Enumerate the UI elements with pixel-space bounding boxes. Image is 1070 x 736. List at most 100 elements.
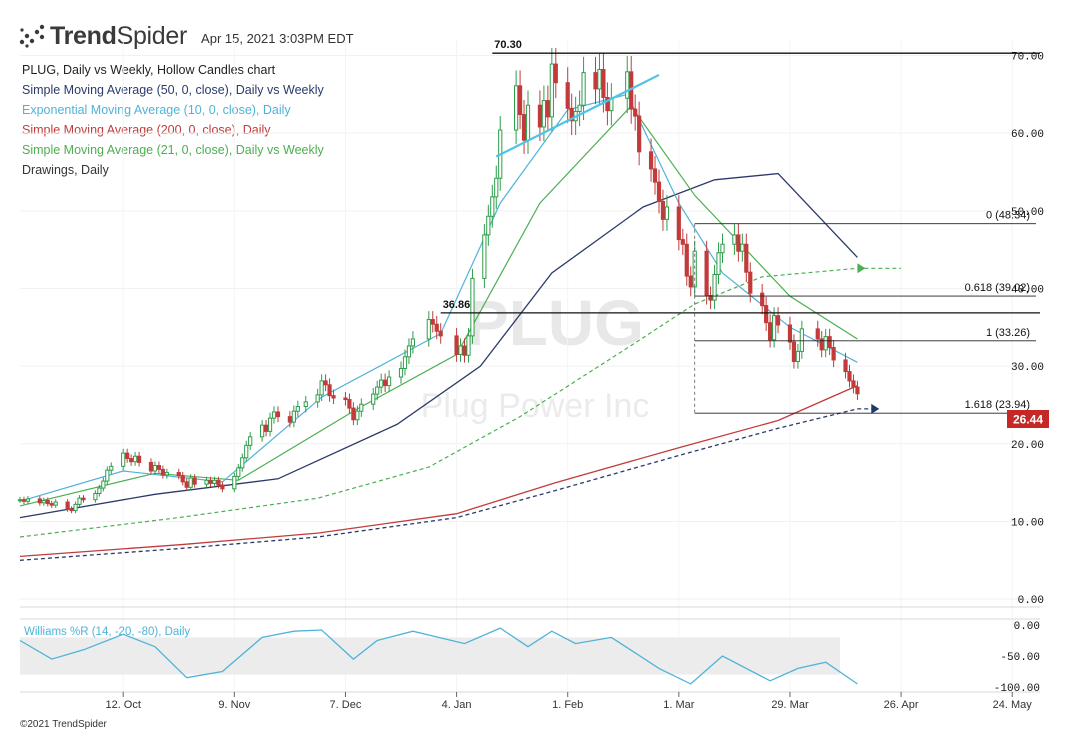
date-tick-label: 1. Mar	[663, 699, 695, 711]
candle-body	[676, 206, 681, 241]
candle-body	[760, 292, 765, 307]
legend-item[interactable]: Drawings, Daily	[22, 163, 109, 177]
price-tick-label: 50.00	[1011, 207, 1044, 219]
candle-body	[664, 206, 670, 220]
trend-line	[495, 73, 660, 158]
candle-body	[744, 243, 749, 273]
date-tick-label: 24. May	[993, 699, 1033, 711]
candle-body	[208, 479, 213, 484]
legend-item[interactable]: Simple Moving Average (21, 0, close), Da…	[22, 143, 324, 157]
sma-200-weekly-line	[19, 408, 878, 561]
candle-body	[434, 323, 439, 332]
candle-body	[577, 104, 582, 112]
candle-body	[525, 104, 531, 141]
chart-grid	[20, 40, 1040, 692]
candle-body	[291, 410, 296, 423]
candle-body	[517, 85, 523, 116]
indicator-legend: PLUG, Daily vs Weekly, Hollow Candles ch…	[22, 60, 324, 180]
chart-timestamp: Apr 15, 2021 3:03PM EDT	[201, 30, 354, 46]
candle-body	[454, 335, 459, 356]
candle-body	[855, 386, 860, 395]
legend-item[interactable]: Simple Moving Average (50, 0, close), Da…	[22, 83, 324, 97]
candle-body	[748, 271, 753, 294]
candle-body	[656, 181, 662, 203]
legend-item[interactable]: Exponential Moving Average (10, 0, close…	[22, 103, 291, 117]
candle-body	[319, 380, 324, 396]
candle-body	[379, 379, 384, 388]
candle-body	[188, 477, 193, 488]
williams-r-panel: 0.00 -50.00 -100.00	[19, 618, 1040, 695]
date-tick-label: 1. Feb	[552, 699, 583, 711]
candle-body	[823, 336, 828, 351]
williams-r-line	[19, 627, 858, 685]
candle-body	[680, 239, 685, 245]
fib-level-label: 0.618 (39.02)	[965, 282, 1030, 294]
date-tick-label: 26. Apr	[884, 699, 919, 711]
price-tick-label: 10.00	[1011, 517, 1044, 529]
candle-body	[660, 201, 666, 220]
date-tick-label: 9. Nov	[218, 699, 250, 711]
price-tick-label: 0.00	[1018, 595, 1044, 607]
candle-body	[633, 108, 638, 117]
candle-body	[351, 407, 356, 421]
candle-body	[216, 479, 221, 486]
legend-item[interactable]: PLUG, Daily vs Weekly, Hollow Candles ch…	[22, 63, 276, 77]
candle-body	[569, 107, 574, 122]
candle-body	[831, 347, 836, 361]
oscillator-tick-label: -100.00	[994, 683, 1040, 695]
candle-body	[148, 461, 154, 472]
candle-body	[236, 467, 241, 477]
sma-200-weekly-marker	[871, 403, 880, 414]
candle-body	[267, 417, 273, 432]
oscillator-tick-label: 0.00	[1014, 621, 1040, 633]
candle-body	[45, 499, 50, 505]
candle-body	[819, 338, 824, 351]
candle-body	[101, 480, 106, 489]
candle-body	[462, 345, 467, 356]
price-tick-label: 70.00	[1011, 52, 1044, 64]
candle-body	[605, 96, 610, 112]
candle-body	[156, 465, 162, 470]
date-axis: 12. Oct 9. Nov 7. Dec 4. Jan 1. Feb 1. Mar 29.…	[105, 692, 1032, 711]
candle-body	[180, 475, 185, 483]
candle-body	[847, 371, 852, 382]
candle-body	[53, 501, 58, 506]
candle-body	[371, 393, 376, 405]
candle-body	[521, 114, 527, 141]
candle-body	[21, 499, 27, 502]
candle-body	[65, 501, 70, 510]
price-tick-label: 30.00	[1011, 362, 1044, 374]
candle-body	[791, 341, 797, 362]
candle-body	[295, 406, 300, 412]
candle-body	[77, 497, 82, 505]
candle-body	[549, 63, 554, 118]
candle-body	[129, 458, 134, 463]
candle-body	[553, 63, 558, 84]
candle-body	[25, 498, 31, 502]
candle-body	[716, 252, 721, 276]
candle-body	[69, 508, 74, 512]
date-tick-label: 12. Oct	[105, 699, 140, 711]
candle-body	[260, 424, 265, 438]
price-axis: 0.00 10.00 20.00 30.00 40.00 50.00 60.00 70.00	[1011, 52, 1044, 608]
candle-body	[795, 350, 800, 362]
candle-body	[466, 335, 471, 356]
candle-body	[359, 403, 364, 412]
chart-header: Trend Spider Apr 15, 2021 3:03PM EDT	[18, 20, 354, 52]
candle-body	[406, 345, 412, 358]
candle-body	[323, 380, 328, 386]
candle-body	[537, 104, 543, 128]
trendspider-logo: Trend Spider	[18, 22, 187, 51]
watermark-symbol: PLUG	[466, 287, 644, 359]
date-tick-label: 7. Dec	[330, 699, 362, 711]
candle-body	[815, 328, 820, 340]
candle-body	[652, 168, 658, 183]
candle-body	[458, 345, 463, 356]
sma-50-line	[19, 172, 858, 519]
candle-body	[482, 234, 487, 279]
candle-body	[712, 274, 717, 301]
candle-body	[637, 115, 642, 153]
candle-body	[402, 356, 408, 369]
candle-body	[720, 243, 725, 254]
